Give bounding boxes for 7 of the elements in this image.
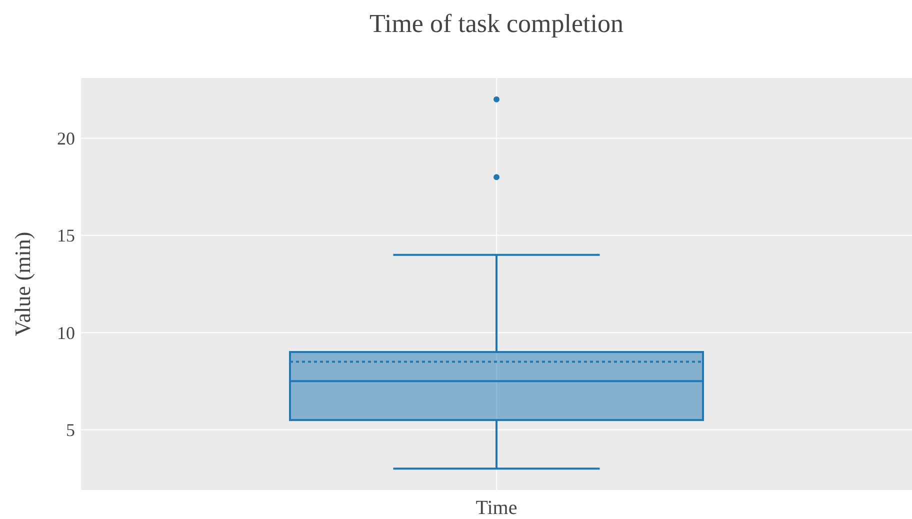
y-axis-title: Value (min)	[10, 232, 35, 336]
y-tick-label: 10	[57, 322, 75, 343]
y-tick-label: 15	[57, 226, 75, 246]
y-tick-label: 5	[66, 420, 75, 440]
x-tick-label: Time	[476, 497, 518, 519]
chart-title: Time of task completion	[370, 9, 624, 38]
y-tick-label: 20	[57, 128, 75, 149]
